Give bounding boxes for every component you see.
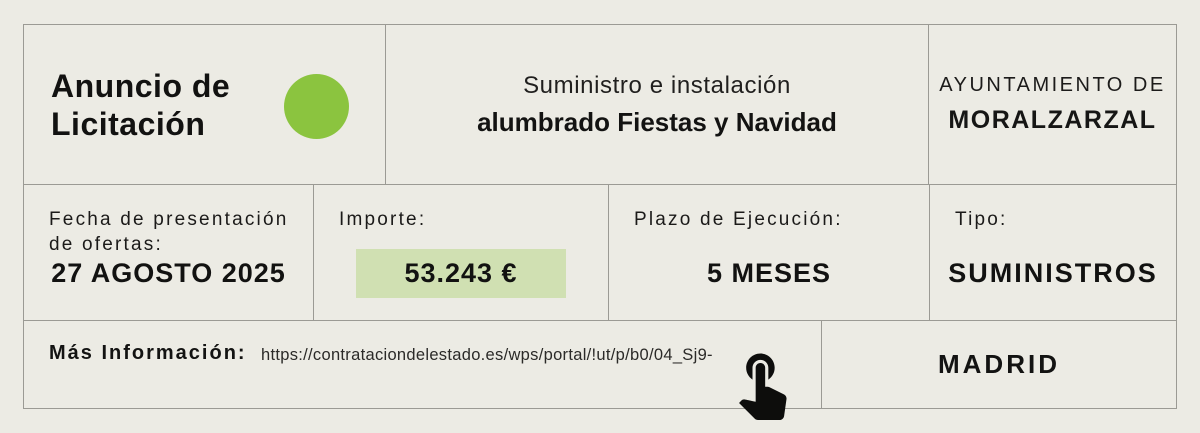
contract-subject-line1: Suministro e instalación [523,71,791,99]
touch-app-icon [739,353,787,420]
licitacion-card: Anuncio de Licitación Suministro e insta… [23,24,1177,420]
tipo-label: Tipo: [955,209,1008,230]
footer-row: Más Información: https://contrataciondel… [24,321,1176,420]
importe-cell: Importe: 53.243 € [314,185,609,320]
organization-name: MORALZARZAL [948,106,1157,134]
page-title-line1: Anuncio de [51,67,231,104]
more-info-cell: Más Información: https://contrataciondel… [24,321,822,420]
page-title: Anuncio de Licitación [51,67,230,143]
green-circle-icon [284,74,349,139]
tipo-cell: Tipo: SUMINISTROS [930,185,1176,320]
announcement-title-cell: Anuncio de Licitación [24,25,386,184]
location-cell: MADRID [822,321,1176,408]
tipo-value: SUMINISTROS [948,258,1158,288]
contract-subject-line2: alumbrado Fiestas y Navidad [477,106,837,137]
fecha-label-line2: de ofertas: [49,234,163,255]
fecha-label: Fecha de presentación de ofertas: [49,207,289,257]
importe-label: Importe: [339,209,427,230]
fecha-value: 27 AGOSTO 2025 [51,258,286,288]
fecha-label-line1: Fecha de presentación [49,209,289,230]
organization-cell: AYUNTAMIENTO DE MORALZARZAL [929,25,1176,184]
plazo-label: Plazo de Ejecución: [634,209,843,230]
organization-type: AYUNTAMIENTO DE [939,74,1166,96]
details-row: Fecha de presentación de ofertas: 27 AGO… [24,185,1176,321]
plazo-value: 5 MESES [706,258,832,288]
contract-subject-cell: Suministro e instalación alumbrado Fiest… [386,25,929,184]
importe-value-highlight: 53.243 € [356,249,566,298]
location-value: MADRID [938,349,1060,379]
contratacion-url-link[interactable]: https://contrataciondelestado.es/wps/por… [261,346,713,364]
page-title-line2: Licitación [51,105,206,142]
more-info-label: Más Información: [49,342,247,364]
plazo-ejecucion-cell: Plazo de Ejecución: 5 MESES [609,185,930,320]
header-row: Anuncio de Licitación Suministro e insta… [24,25,1176,185]
fecha-presentacion-cell: Fecha de presentación de ofertas: 27 AGO… [24,185,314,320]
